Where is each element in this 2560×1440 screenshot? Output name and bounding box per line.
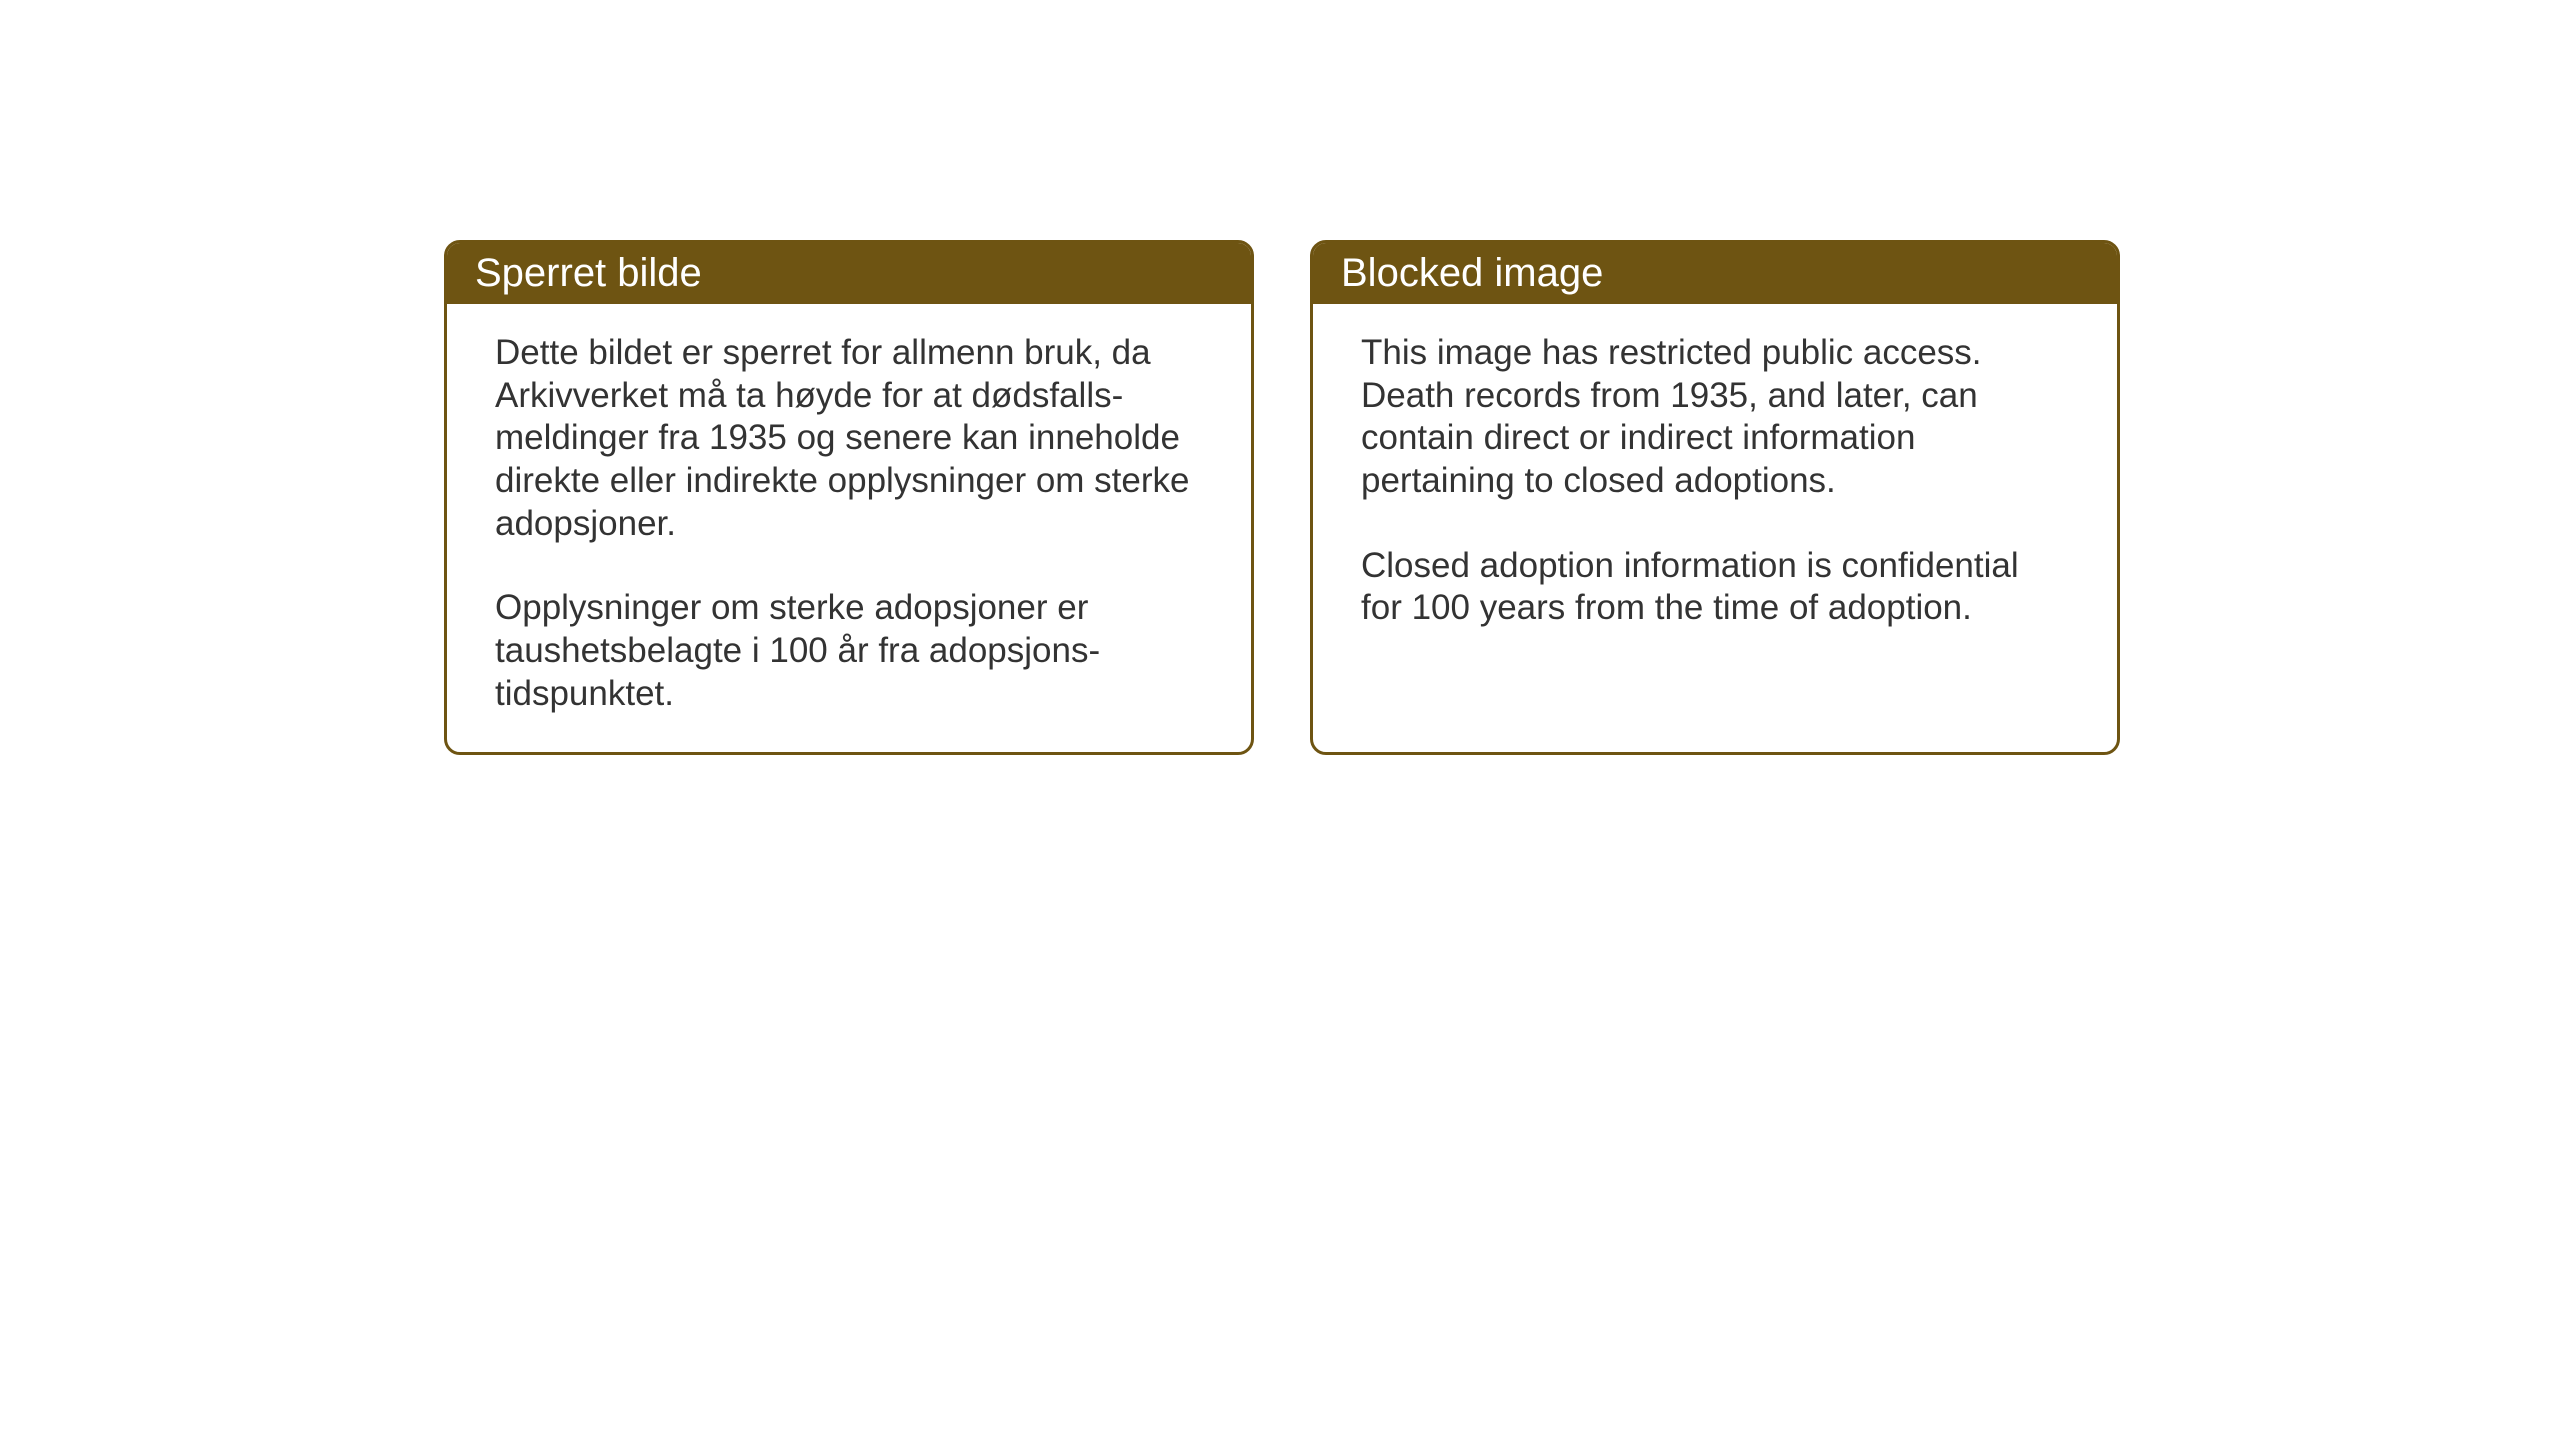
notice-box-norwegian: Sperret bilde Dette bildet er sperret fo…	[444, 240, 1254, 755]
notice-header-english: Blocked image	[1313, 243, 2117, 304]
notice-paragraph: This image has restricted public access.…	[1361, 332, 2069, 503]
notice-body-english: This image has restricted public access.…	[1313, 304, 2117, 666]
notice-container: Sperret bilde Dette bildet er sperret fo…	[444, 240, 2120, 755]
notice-paragraph: Dette bildet er sperret for allmenn bruk…	[495, 332, 1203, 545]
notice-box-english: Blocked image This image has restricted …	[1310, 240, 2120, 755]
notice-title-english: Blocked image	[1341, 251, 1603, 295]
notice-paragraph: Closed adoption information is confident…	[1361, 545, 2069, 630]
notice-header-norwegian: Sperret bilde	[447, 243, 1251, 304]
notice-paragraph: Opplysninger om sterke adopsjoner er tau…	[495, 587, 1203, 715]
notice-body-norwegian: Dette bildet er sperret for allmenn bruk…	[447, 304, 1251, 752]
notice-title-norwegian: Sperret bilde	[475, 251, 702, 295]
